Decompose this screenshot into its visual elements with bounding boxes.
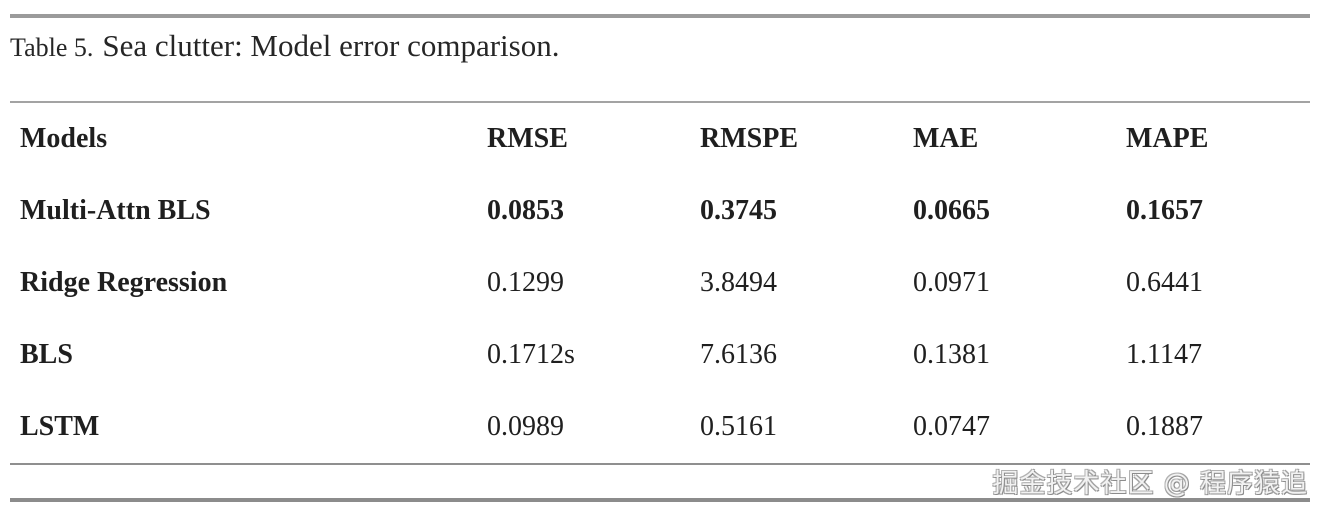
- rmse-value-cell: 0.0853: [487, 195, 564, 226]
- rmse-value-cell: 0.0989: [487, 411, 564, 442]
- bottom-rule: [10, 498, 1310, 502]
- table-row: Ridge Regression 0.1299 3.8494 0.0971 0.…: [10, 247, 1310, 319]
- table-number: Table 5.: [10, 33, 94, 62]
- column-header-mae: MAE: [913, 123, 979, 154]
- model-name-cell: Ridge Regression: [20, 267, 228, 298]
- mae-value-cell: 0.0747: [913, 411, 990, 442]
- rmspe-value-cell: 7.6136: [700, 339, 777, 370]
- table-bottom-inner-rule: [10, 463, 1310, 465]
- mae-value-cell: 0.0665: [913, 195, 990, 226]
- column-header-mape: MAPE: [1126, 123, 1209, 154]
- mae-value-cell: 0.1381: [913, 339, 990, 370]
- rmspe-value-cell: 0.3745: [700, 195, 777, 226]
- top-rule: [10, 14, 1310, 18]
- rmspe-value-cell: 0.5161: [700, 411, 777, 442]
- mape-value-cell: 1.1147: [1126, 339, 1202, 370]
- table-row: BLS 0.1712s 7.6136 0.1381 1.1147: [10, 319, 1310, 391]
- rmse-value-cell: 0.1712s: [487, 339, 575, 370]
- table-caption: Table 5. Sea clutter: Model error compari…: [10, 24, 1310, 70]
- header-top-rule: [10, 101, 1310, 103]
- mape-value-cell: 0.1657: [1126, 195, 1203, 226]
- column-header-rmse: RMSE: [487, 123, 568, 154]
- column-header-rmspe: RMSPE: [700, 123, 798, 154]
- model-name-cell: BLS: [20, 339, 73, 370]
- table-row: Multi-Attn BLS 0.0853 0.3745 0.0665 0.16…: [10, 175, 1310, 247]
- rmspe-value-cell: 3.8494: [700, 267, 777, 298]
- mae-value-cell: 0.0971: [913, 267, 990, 298]
- table-row: LSTM 0.0989 0.5161 0.0747 0.1887: [10, 391, 1310, 463]
- rmse-value-cell: 0.1299: [487, 267, 564, 298]
- model-name-cell: LSTM: [20, 411, 100, 442]
- model-name-cell: Multi-Attn BLS: [20, 195, 211, 226]
- mape-value-cell: 0.6441: [1126, 267, 1203, 298]
- table-caption-text: Sea clutter: Model error comparison.: [102, 28, 560, 63]
- mape-value-cell: 0.1887: [1126, 411, 1203, 442]
- table-block: Table 5. Sea clutter: Model error compari…: [10, 14, 1310, 502]
- watermark-row: 掘金技术社区 @ 程序猿追: [10, 465, 1310, 499]
- column-header-models: Models: [20, 123, 108, 154]
- watermark: 掘金技术社区 @ 程序猿追: [992, 469, 1308, 499]
- table-header-row: Models RMSE RMSPE MAE MAPE: [10, 103, 1310, 175]
